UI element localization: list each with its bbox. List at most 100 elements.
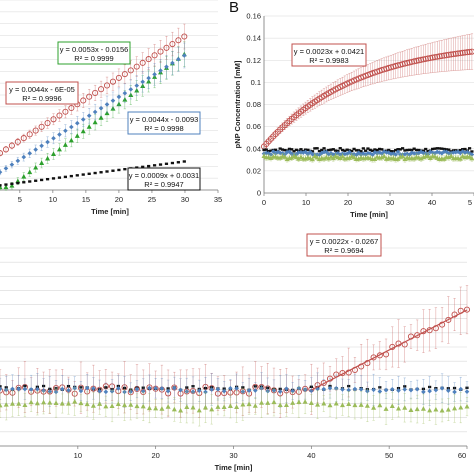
- data-point: [209, 387, 215, 392]
- data-point: [66, 388, 71, 393]
- data-point: [354, 149, 358, 152]
- data-point: [387, 148, 391, 152]
- x-tick-label: 20: [344, 198, 352, 207]
- data-point: [338, 147, 342, 150]
- data-point: [428, 149, 433, 155]
- data-point: [182, 53, 187, 58]
- data-point: [86, 93, 93, 100]
- data-point: [429, 54, 436, 61]
- data-point: [321, 149, 327, 155]
- data-point: [463, 147, 467, 151]
- data-point: [447, 148, 451, 151]
- fit-c-red-r2: R² = 0.9694: [324, 246, 363, 255]
- data-point: [403, 149, 407, 152]
- series-1: [0, 23, 188, 157]
- data-point: [357, 149, 361, 152]
- data-point: [445, 51, 452, 58]
- data-point: [134, 83, 140, 88]
- data-point: [321, 386, 327, 392]
- panel-label-b: B: [229, 0, 239, 16]
- data-point: [370, 152, 375, 158]
- data-point: [98, 115, 104, 120]
- data-point: [467, 147, 472, 150]
- data-point: [299, 148, 303, 151]
- data-point: [97, 388, 102, 394]
- data-point: [381, 149, 387, 155]
- data-point: [310, 156, 316, 162]
- data-point: [377, 147, 382, 151]
- data-point: [40, 178, 44, 182]
- data-point: [277, 402, 283, 408]
- data-point: [416, 150, 422, 156]
- data-point: [117, 168, 121, 172]
- data-point: [333, 400, 339, 406]
- fit-a-blue-r2: R² = 0.9998: [144, 124, 183, 133]
- data-point: [273, 151, 278, 156]
- data-point: [157, 48, 164, 55]
- data-point: [141, 165, 145, 169]
- data-point: [145, 56, 152, 63]
- x-axis-title: Time [min]: [215, 463, 253, 472]
- data-point: [393, 152, 398, 157]
- data-point: [400, 153, 406, 159]
- data-point: [309, 388, 314, 393]
- data-point: [28, 387, 34, 392]
- data-point: [221, 404, 227, 410]
- data-point: [3, 401, 9, 407]
- fit-a-red-equation: y = 0.0044x - 6E-05: [9, 85, 75, 94]
- data-point: [164, 64, 169, 70]
- data-point: [104, 102, 110, 107]
- x-tick-label: 20: [151, 451, 159, 460]
- data-point: [164, 162, 169, 165]
- data-point: [153, 405, 159, 411]
- data-point: [405, 148, 409, 152]
- data-point: [377, 389, 383, 394]
- data-point: [39, 160, 45, 166]
- data-point: [370, 354, 377, 361]
- data-point: [384, 150, 389, 155]
- data-point: [452, 405, 458, 411]
- data-point: [450, 51, 457, 58]
- data-point: [454, 50, 462, 57]
- data-point: [352, 147, 356, 151]
- data-point: [402, 405, 408, 410]
- data-point: [86, 113, 92, 119]
- data-point: [72, 398, 78, 404]
- data-point: [50, 116, 57, 123]
- data-point: [434, 149, 440, 155]
- fit-a-green-equation: y = 0.0053x - 0.0156: [60, 45, 129, 54]
- data-point: [196, 388, 202, 394]
- data-point: [464, 389, 470, 394]
- series-3: [0, 160, 186, 187]
- x-tick-label: 30: [229, 451, 237, 460]
- data-point: [84, 385, 90, 391]
- data-point: [327, 148, 331, 152]
- data-point: [364, 149, 368, 152]
- data-point: [140, 403, 146, 409]
- data-point: [275, 149, 281, 155]
- data-point: [0, 184, 2, 187]
- data-point: [300, 150, 306, 155]
- data-point: [470, 150, 474, 153]
- data-point: [314, 154, 320, 160]
- data-point: [411, 155, 417, 161]
- data-point: [178, 387, 183, 393]
- data-point: [284, 386, 289, 391]
- data-point: [122, 402, 128, 408]
- data-point: [396, 148, 400, 151]
- x-tick-label: 25: [148, 195, 156, 204]
- data-point: [147, 385, 152, 391]
- data-point: [407, 148, 412, 152]
- data-point: [417, 148, 421, 152]
- data-point: [259, 400, 265, 405]
- data-point: [196, 407, 202, 413]
- data-point: [427, 388, 432, 394]
- data-point: [457, 156, 463, 161]
- data-point: [427, 155, 433, 160]
- data-point: [215, 387, 221, 392]
- data-point: [80, 117, 86, 122]
- data-point: [346, 401, 352, 406]
- data-point: [171, 406, 177, 412]
- data-point: [408, 387, 414, 393]
- data-point: [175, 37, 182, 44]
